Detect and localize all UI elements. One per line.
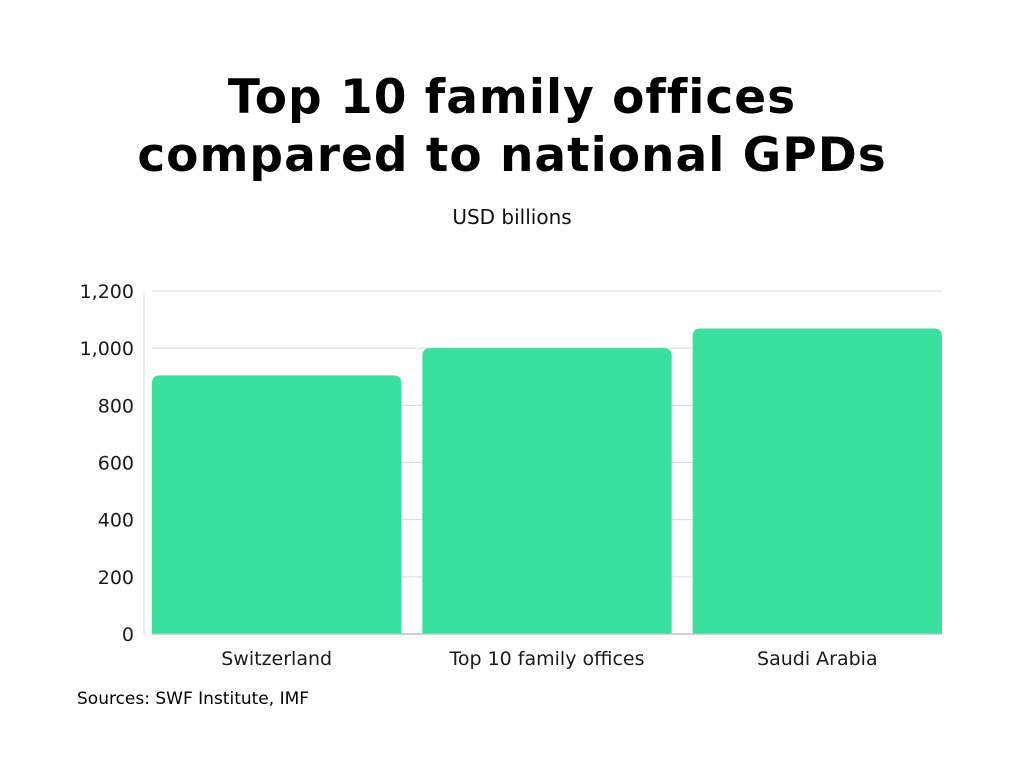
y-tick-label: 400 (98, 510, 134, 532)
chart-subtitle: USD billions (452, 205, 572, 229)
x-tick-label: Saudi Arabia (757, 648, 878, 670)
y-tick-label: 800 (98, 395, 134, 417)
y-tick-labels: 0 200 400 600 800 1,000 1,200 (80, 281, 134, 646)
source-note: Sources: SWF Institute, IMF (77, 689, 310, 709)
bar-top-10-family-offices (422, 348, 672, 634)
x-tick-label: Switzerland (221, 648, 332, 670)
y-tick-label: 200 (98, 567, 134, 589)
bars (152, 328, 942, 634)
x-tick-label: Top 10 family offices (448, 648, 644, 670)
y-tick-label: 1,000 (80, 338, 134, 360)
axes (143, 291, 942, 635)
chart-title-line-1: Top 10 family offices (227, 70, 797, 125)
y-tick-label: 600 (98, 453, 134, 475)
bar-switzerland (152, 375, 402, 634)
x-tick-labels: Switzerland Top 10 family offices Saudi Ar… (221, 648, 877, 670)
chart-title-line-2: compared to national GPDs (137, 128, 887, 183)
bar-saudi-arabia (692, 328, 942, 634)
y-tick-label: 1,200 (80, 281, 134, 303)
y-tick-label: 0 (122, 624, 134, 646)
